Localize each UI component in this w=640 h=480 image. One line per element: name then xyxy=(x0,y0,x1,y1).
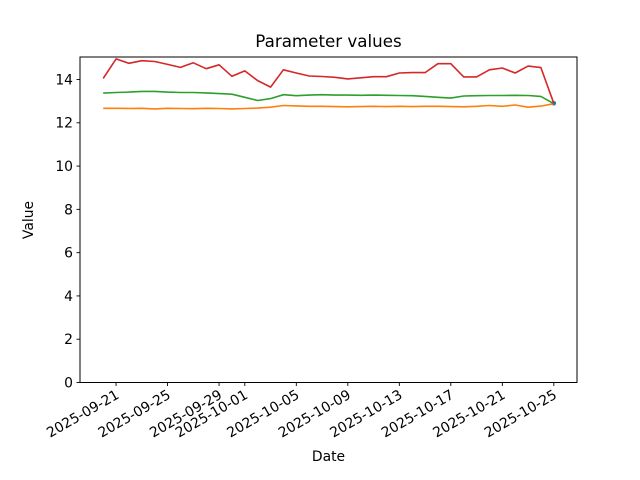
chart-plot-area: 024681012142025-09-212025-09-252025-09-2… xyxy=(44,56,578,441)
y-tick-label: 12 xyxy=(55,116,73,132)
axes-frame xyxy=(79,56,578,383)
y-tick-label: 0 xyxy=(64,375,73,391)
series-line-green xyxy=(103,90,555,105)
y-axis-label: Value xyxy=(21,201,37,239)
y-tick-label: 14 xyxy=(55,72,73,88)
y-tick-label: 6 xyxy=(64,246,73,262)
x-axis-label: Date xyxy=(312,449,345,465)
y-tick-label: 10 xyxy=(55,159,73,175)
series-line-red xyxy=(102,58,555,104)
y-tick-label: 8 xyxy=(64,202,73,218)
chart-title: Parameter values xyxy=(255,31,401,51)
series-line-orange xyxy=(103,102,554,110)
y-tick-label: 2 xyxy=(64,332,73,348)
y-tick-label: 4 xyxy=(64,289,73,305)
